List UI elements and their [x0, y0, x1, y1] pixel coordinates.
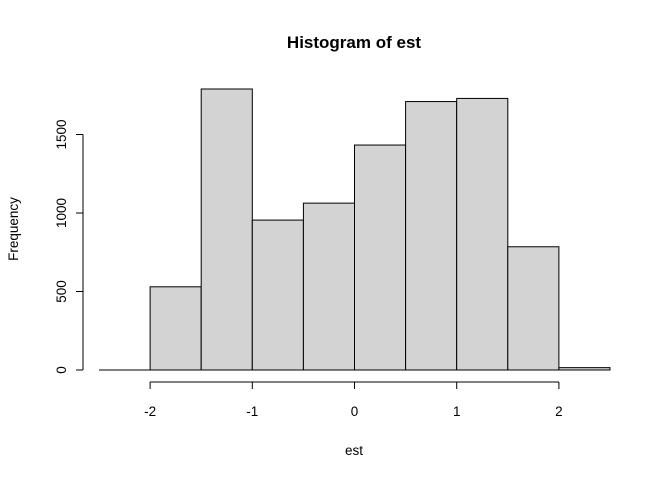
histogram-bar: [149, 286, 202, 371]
chart-title: Histogram of est: [287, 33, 421, 52]
histogram-bar: [354, 144, 407, 371]
histogram-bar: [200, 88, 253, 371]
histogram-bar: [456, 97, 509, 371]
y-axis: 0 500 1000 1500: [54, 120, 84, 374]
histogram-bar: [251, 219, 304, 371]
x-axis: -2 -1 0 1 2: [144, 381, 563, 419]
x-tick-label: -2: [144, 404, 156, 419]
histogram-bar: [558, 367, 611, 371]
histogram-bar: [405, 101, 458, 371]
x-axis-label: est: [345, 443, 363, 458]
y-tick-label: 1500: [54, 120, 69, 150]
y-tick-label: 0: [54, 366, 69, 374]
x-tick-label: -1: [246, 404, 258, 419]
histogram-bar: [302, 202, 355, 371]
bars-group: [99, 88, 611, 371]
x-tick-label: 1: [453, 404, 461, 419]
x-tick-label: 0: [351, 404, 359, 419]
y-tick-label: 1000: [54, 198, 69, 228]
y-tick-label: 500: [54, 280, 69, 303]
y-axis-label: Frequency: [6, 197, 21, 261]
x-tick-label: 2: [555, 404, 563, 419]
histogram-bar: [507, 246, 560, 371]
